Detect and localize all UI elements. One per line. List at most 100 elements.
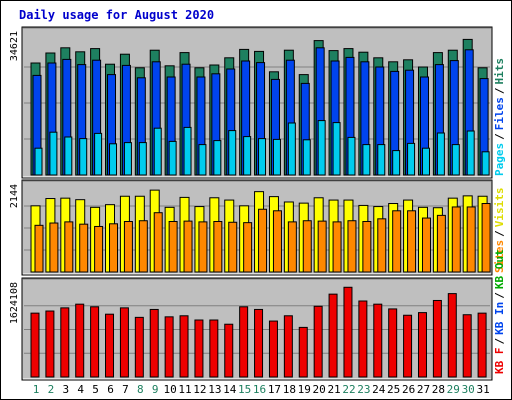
- x-tick-label: 30: [462, 383, 475, 396]
- x-tick-label: 22: [342, 383, 355, 396]
- bar-pages: [243, 136, 252, 176]
- bar-kb-f: [343, 286, 353, 378]
- bar-kb-f: [105, 313, 115, 378]
- bar-pages: [213, 140, 222, 176]
- bar-sites: [302, 220, 312, 273]
- bar-pages: [332, 122, 341, 176]
- x-tick-label: 6: [107, 383, 114, 396]
- day-labels: 1 2 3 4 5 6 7 8 9 10 11 12 13 14 15 16 17 18 19 20 21 22 23 24 2…: [33, 383, 490, 396]
- bar-pages: [451, 144, 460, 176]
- kbytes-panel: 1624108: [9, 277, 493, 381]
- bar-sites: [213, 220, 223, 273]
- x-tick-label: 11: [178, 383, 191, 396]
- bar-pages: [272, 138, 281, 176]
- bar-kb-f: [283, 315, 293, 378]
- hits-files-pages-panel: 34621: [9, 26, 493, 179]
- bar-pages: [34, 147, 43, 176]
- bar-pages: [392, 150, 401, 176]
- bar-kb-f: [164, 316, 174, 378]
- x-tick-label: 24: [372, 383, 386, 396]
- x-tick-label: 10: [164, 383, 177, 396]
- bar-pages: [347, 136, 356, 176]
- bar-kb-f: [194, 319, 204, 378]
- bar-kb-f: [417, 312, 427, 378]
- y-tick-label: 34621: [9, 31, 20, 61]
- legend-pages: Pages: [493, 143, 506, 176]
- bar-sites: [362, 220, 372, 273]
- legend-sep: /: [493, 87, 506, 94]
- bar-sites: [123, 220, 133, 273]
- bar-pages: [362, 144, 371, 176]
- bar-kb-f: [373, 303, 383, 378]
- legend-files: Files: [493, 97, 506, 130]
- x-tick-label: 9: [152, 383, 159, 396]
- x-tick-label: 2: [48, 383, 55, 396]
- bar-pages: [198, 144, 207, 176]
- bar-sites: [317, 220, 327, 273]
- bar-pages: [123, 142, 132, 176]
- x-tick-label: 1: [33, 383, 40, 396]
- bar-kb-f: [209, 319, 219, 378]
- bar-kb-f: [477, 312, 487, 378]
- x-tick-label: 27: [417, 383, 430, 396]
- bar-kb-f: [447, 293, 457, 378]
- x-tick-label: 12: [193, 383, 206, 396]
- visits-sites-panel: 2144: [9, 179, 493, 276]
- bar-pages: [94, 132, 103, 176]
- legend-kb-in: KB In: [493, 302, 506, 335]
- bar-pages: [64, 136, 73, 176]
- bar-sites: [392, 210, 402, 273]
- bar-sites: [287, 221, 297, 273]
- bar-pages: [153, 127, 162, 176]
- bar-sites: [183, 220, 193, 273]
- bar-kb-f: [45, 310, 55, 378]
- y-tick-label: 2144: [9, 184, 20, 208]
- bar-kb-f: [298, 326, 308, 378]
- bar-kb-f: [432, 299, 442, 378]
- bar-sites: [436, 214, 446, 273]
- bar-pages: [481, 151, 490, 176]
- legend-sep: /: [493, 133, 506, 140]
- x-tick-label: 18: [283, 383, 296, 396]
- legend-hits: Hits: [493, 58, 506, 85]
- x-tick-label: 3: [62, 383, 69, 396]
- legend-kbytes: KB F / KB In / KB Out: [493, 249, 506, 374]
- bar-kb-f: [268, 320, 278, 378]
- legend-kb-f: KB F: [493, 348, 506, 375]
- bar-sites: [94, 225, 104, 273]
- bar-pages: [466, 130, 475, 176]
- legend-sep: /: [493, 292, 506, 299]
- bar-kb-f: [75, 303, 85, 378]
- bar-pages: [407, 142, 416, 176]
- bar-sites: [64, 221, 74, 273]
- bar-sites: [347, 220, 357, 273]
- bar-pages: [436, 132, 445, 176]
- bar-kb-f: [90, 306, 100, 378]
- bar-pages: [287, 122, 296, 176]
- bar-kb-f: [254, 308, 264, 378]
- bar-pages: [109, 143, 118, 176]
- x-tick-label: 28: [432, 383, 445, 396]
- bar-sites: [407, 210, 417, 273]
- bar-pages: [377, 144, 386, 176]
- legend-hits-files-pages: Pages / Files / Hits: [493, 58, 506, 176]
- bar-sites: [168, 220, 178, 273]
- bar-sites: [258, 208, 268, 273]
- bar-kb-f: [149, 308, 159, 378]
- x-tick-label: 8: [137, 383, 144, 396]
- y-tick-label: 1624108: [9, 282, 20, 324]
- legend-visits-sites: Sites / Visits: [493, 188, 506, 274]
- bar-sites: [109, 223, 119, 273]
- x-tick-label: 7: [122, 383, 129, 396]
- bar-sites: [49, 222, 59, 273]
- bar-sites: [466, 206, 476, 273]
- x-tick-label: 15: [238, 383, 251, 396]
- x-tick-label: 21: [327, 383, 340, 396]
- bar-kb-f: [30, 312, 40, 378]
- bar-kb-f: [462, 314, 472, 378]
- bar-sites: [198, 221, 208, 273]
- bar-sites: [228, 221, 238, 273]
- bar-pages: [138, 142, 147, 176]
